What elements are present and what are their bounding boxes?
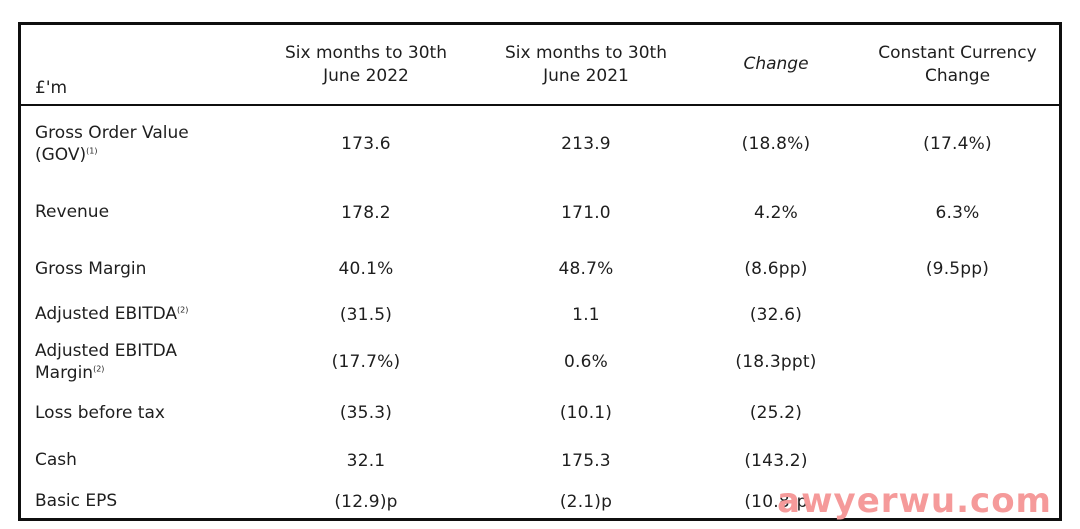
- footnote-marker: (2): [93, 364, 105, 374]
- table-body: Gross Order Value (GOV)(1) 173.6 213.9 (…: [21, 106, 1059, 518]
- value-cell: 173.6: [341, 134, 391, 154]
- column-header-2022: Six months to 30th June 2022: [285, 43, 447, 86]
- watermark: awyerwu.com: [777, 481, 1052, 521]
- value-cell: 1.1: [572, 304, 600, 325]
- row-label: Adjusted EBITDA Margin(2): [35, 340, 178, 383]
- row-label: Revenue: [35, 202, 110, 223]
- value-cell: 171.0: [561, 202, 611, 223]
- table-row-adjusted-ebitda-margin: Adjusted EBITDA Margin(2) (17.7%) 0.6% (…: [21, 334, 1059, 390]
- column-header-2021: Six months to 30th June 2021: [505, 43, 667, 86]
- unit-label-text: £'m: [35, 77, 68, 98]
- table-row-adjusted-ebitda: Adjusted EBITDA(2) (31.5) 1.1 (32.6): [21, 295, 1059, 334]
- row-label: Cash: [35, 450, 77, 471]
- value-cell: (32.6): [749, 304, 803, 325]
- value-cell: (9.5pp): [925, 259, 990, 279]
- value-cell: (8.6pp): [744, 259, 808, 279]
- value-cell: (18.3ppt): [735, 352, 817, 372]
- value-cell: 40.1%: [338, 259, 394, 279]
- table-header-row: £'m Six months to 30th June 2022 Six mon…: [21, 25, 1059, 106]
- value-cell: (18.8%): [741, 134, 811, 154]
- row-label: Adjusted EBITDA(2): [35, 304, 189, 325]
- value-cell: (10.1): [559, 403, 613, 423]
- column-header-change: Change: [743, 54, 809, 75]
- table-row-gross-order-value: Gross Order Value (GOV)(1) 173.6 213.9 (…: [21, 106, 1059, 182]
- value-cell: (25.2): [749, 403, 803, 423]
- table-row-gross-margin: Gross Margin 40.1% 48.7% (8.6pp) (9.5pp): [21, 243, 1059, 295]
- value-cell: 32.1: [346, 450, 386, 471]
- value-cell: 178.2: [341, 202, 391, 223]
- table-row-cash: Cash 32.1 175.3 (143.2): [21, 436, 1059, 485]
- value-cell: (35.3): [339, 403, 393, 423]
- value-cell: 213.9: [561, 134, 611, 154]
- value-cell: (17.7%): [331, 352, 401, 372]
- value-cell: (17.4%): [923, 134, 992, 154]
- value-cell: (2.1)p: [559, 491, 613, 512]
- value-cell: 175.3: [561, 450, 611, 471]
- value-cell: 4.2%: [754, 202, 798, 223]
- table-row-basic-eps: Basic EPS (12.9)p (2.1)p (10.8)p: [21, 485, 1059, 518]
- value-cell: 6.3%: [935, 202, 980, 223]
- row-label: Basic EPS: [35, 491, 118, 512]
- value-cell: 0.6%: [564, 352, 608, 372]
- value-cell: (12.9)p: [334, 491, 398, 512]
- footnote-marker: (2): [177, 305, 189, 315]
- value-cell: (143.2): [744, 450, 808, 471]
- row-label: Gross Margin: [35, 258, 147, 279]
- value-cell: (31.5): [339, 304, 393, 325]
- row-label: Loss before tax: [35, 402, 165, 423]
- footnote-marker: (1): [86, 146, 98, 156]
- value-cell: (10.8)p: [744, 491, 808, 512]
- row-label: Gross Order Value (GOV)(1): [35, 122, 189, 165]
- value-cell: 48.7%: [558, 259, 614, 279]
- table-row-loss-before-tax: Loss before tax (35.3) (10.1) (25.2): [21, 390, 1059, 436]
- financial-results-table: £'m Six months to 30th June 2022 Six mon…: [18, 22, 1062, 521]
- unit-label: £'m: [21, 25, 256, 104]
- column-header-constant-currency-change: Constant Currency Change: [878, 43, 1037, 86]
- table-row-revenue: Revenue 178.2 171.0 4.2% 6.3%: [21, 182, 1059, 243]
